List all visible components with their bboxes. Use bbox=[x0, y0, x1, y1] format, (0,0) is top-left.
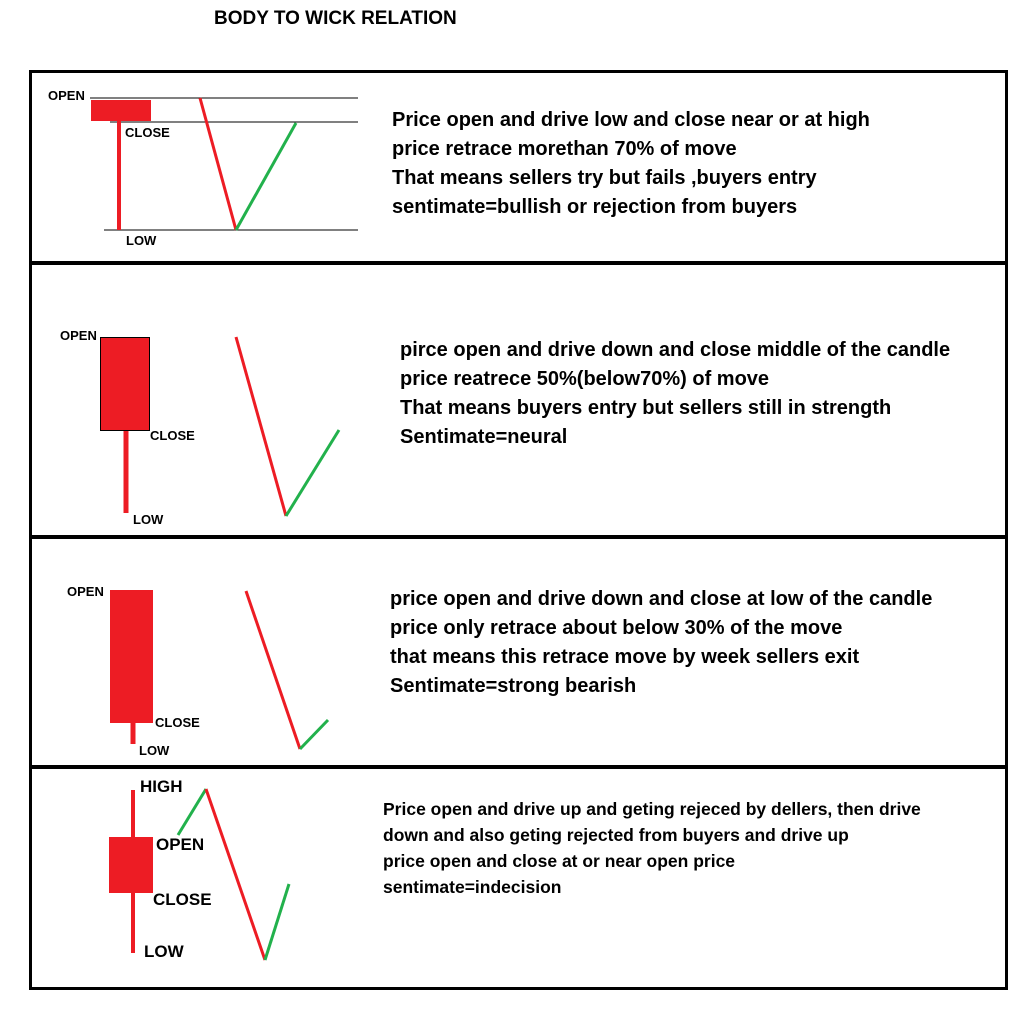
price-path-up bbox=[284, 429, 341, 517]
description-line: price open and close at or near open pri… bbox=[383, 851, 736, 871]
description: Price open and drive up and geting rejec… bbox=[383, 796, 921, 900]
description-line: Sentimate=neural bbox=[400, 426, 568, 448]
description: Price open and drive low and close near … bbox=[392, 106, 870, 222]
low-label: LOW bbox=[133, 512, 164, 527]
description: pirce open and drive down and close midd… bbox=[400, 336, 950, 452]
candle-body bbox=[100, 337, 150, 431]
price-path-up bbox=[234, 122, 298, 231]
low-label: LOW bbox=[139, 743, 170, 758]
price-path-down bbox=[204, 788, 267, 961]
description-line: price reatrece 50%(below70%) of move bbox=[400, 368, 770, 390]
price-path-up bbox=[298, 718, 330, 751]
description-line: price only retrace about below 30% of th… bbox=[390, 617, 843, 639]
high-label: HIGH bbox=[140, 777, 183, 796]
description-line: pirce open and drive down and close midd… bbox=[400, 339, 951, 361]
close-label: CLOSE bbox=[153, 890, 212, 909]
description-line: Price open and drive up and geting rejec… bbox=[383, 799, 921, 819]
price-path-down bbox=[234, 336, 288, 517]
close-label: CLOSE bbox=[155, 715, 200, 730]
price-path-down bbox=[244, 590, 302, 750]
description-line: price retrace morethan 70% of move bbox=[392, 138, 737, 160]
panel-indecision bbox=[29, 766, 1008, 990]
description-line: Price open and drive low and close near … bbox=[392, 109, 870, 131]
price-path-down bbox=[198, 97, 238, 231]
page-title: BODY TO WICK RELATION bbox=[214, 8, 457, 29]
price-path-up bbox=[176, 788, 208, 836]
open-label: OPEN bbox=[48, 88, 85, 103]
candle-body bbox=[109, 837, 153, 893]
description-line: price open and drive down and close at l… bbox=[390, 588, 933, 610]
open-label: OPEN bbox=[60, 328, 97, 343]
price-path-up bbox=[263, 883, 291, 961]
close-label: CLOSE bbox=[125, 125, 170, 140]
candle-body bbox=[110, 590, 153, 723]
description-line: That means sellers try but fails ,buyers… bbox=[392, 167, 817, 189]
description-line: sentimate=indecision bbox=[383, 877, 562, 897]
description-line: That means buyers entry but sellers stil… bbox=[400, 397, 892, 419]
open-label: OPEN bbox=[67, 584, 104, 599]
description-line: sentimate=bullish or rejection from buye… bbox=[392, 196, 798, 218]
close-label: CLOSE bbox=[150, 428, 195, 443]
description-line: down and also geting rejected from buyer… bbox=[383, 825, 849, 845]
description-line: Sentimate=strong bearish bbox=[390, 675, 637, 697]
open-label: OPEN bbox=[156, 835, 205, 854]
low-label: LOW bbox=[126, 233, 157, 248]
low-label: LOW bbox=[144, 942, 184, 961]
candle-body bbox=[91, 100, 151, 121]
description: price open and drive down and close at l… bbox=[390, 585, 932, 701]
description-line: that means this retrace move by week sel… bbox=[390, 646, 860, 668]
